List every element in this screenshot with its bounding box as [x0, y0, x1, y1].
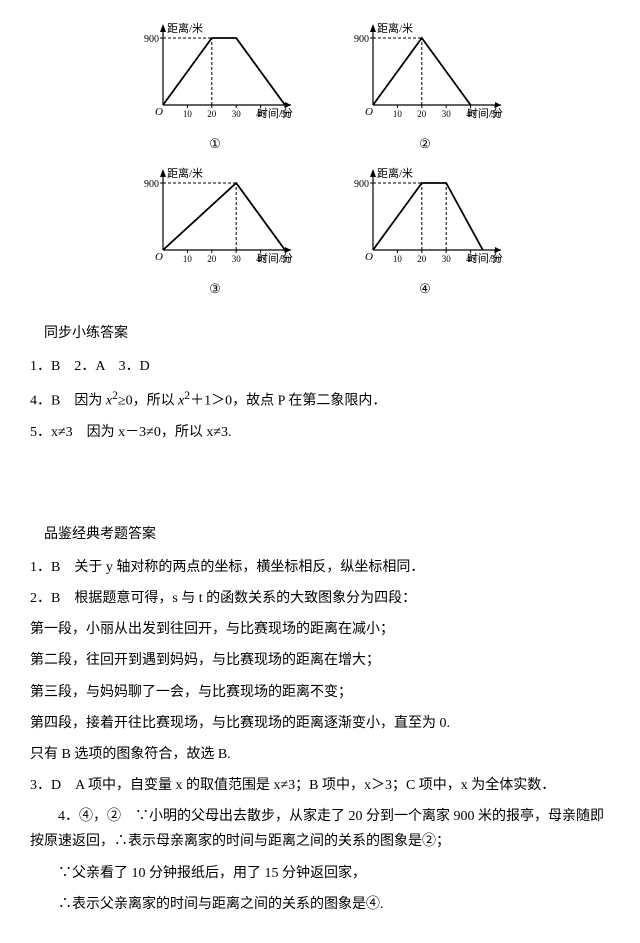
q3: 3．D A 项中，自变量 x 的取值范围是 x≠3；B 项中，x＞3；C 项中，… — [30, 773, 610, 798]
xtick: 30 — [442, 109, 452, 119]
xtick: 10 — [183, 254, 193, 264]
chart-3: 距离/米9001020304050时间/分O③ — [130, 165, 300, 300]
chart-1: 距离/米9001020304050时间/分O① — [130, 20, 300, 155]
ylabel: 距离/米 — [167, 166, 203, 180]
s1-line3: 5．x≠3 因为 x－3≠0，所以 x≠3. — [30, 420, 610, 445]
q2c: 第二段，往回开到遇到妈妈，与比赛现场的距离在增大； — [30, 648, 610, 673]
q2d: 第三段，与妈妈聊了一会，与比赛现场的距离不变； — [30, 680, 610, 705]
s1-line1: 1．B 2．A 3．D — [30, 354, 610, 379]
section2-title: 品鉴经典考题答案 — [30, 522, 610, 547]
q2e: 第四段，接着开往比赛现场，与比赛现场的距离逐渐变小，直至为 0. — [30, 711, 610, 736]
ylabel: 距离/米 — [377, 166, 413, 180]
ytick-900: 900 — [144, 34, 159, 45]
chart-4: 距离/米9001020304050时间/分O④ — [340, 165, 510, 300]
ylabel: 距离/米 — [377, 21, 413, 35]
s1-line2: 4．B 因为 x2≥0，所以 x2＋1＞0，故点 P 在第二象限内． — [30, 385, 610, 414]
origin-label: O — [155, 251, 163, 263]
xtick: 10 — [393, 254, 403, 264]
chart-label-4: ④ — [419, 277, 431, 300]
chart-svg-4: 距离/米9001020304050时间/分O — [345, 165, 505, 275]
origin-label: O — [365, 106, 373, 118]
origin-label: O — [365, 251, 373, 263]
xtick: 10 — [183, 109, 193, 119]
xtick: 30 — [232, 254, 242, 264]
chart-label-1: ① — [209, 132, 221, 155]
ylabel: 距离/米 — [167, 21, 203, 35]
xtick: 20 — [417, 109, 427, 119]
s1-l2-mid: ≥0，所以 — [118, 394, 178, 409]
chart-svg-2: 距离/米9001020304050时间/分O — [345, 20, 505, 130]
origin-label: O — [155, 106, 163, 118]
xtick: 20 — [207, 254, 217, 264]
ytick-900: 900 — [354, 179, 369, 190]
xlabel: 时间/分 — [467, 252, 503, 265]
xlabel: 时间/分 — [467, 107, 503, 120]
q4b: ∵父亲看了 10 分钟报纸后，用了 15 分钟返回家， — [30, 861, 610, 886]
xlabel: 时间/分 — [257, 107, 293, 120]
xtick: 20 — [207, 109, 217, 119]
charts-grid: 距离/米9001020304050时间/分O①距离/米9001020304050… — [130, 20, 510, 301]
ytick-900: 900 — [144, 179, 159, 190]
chart-svg-1: 距离/米9001020304050时间/分O — [135, 20, 295, 130]
q4c: ∴表示父亲离家的时间与距离之间的关系的图象是④. — [30, 892, 610, 917]
chart-label-2: ② — [419, 132, 431, 155]
chart-2: 距离/米9001020304050时间/分O② — [340, 20, 510, 155]
xtick: 30 — [442, 254, 452, 264]
xlabel: 时间/分 — [257, 252, 293, 265]
chart-label-3: ③ — [209, 277, 221, 300]
q2a: 2．B 根据题意可得，s 与 t 的函数关系的大致图象分为四段： — [30, 586, 610, 611]
q2b: 第一段，小丽从出发到往回开，与比赛现场的距离在减小； — [30, 617, 610, 642]
section1-title: 同步小练答案 — [30, 321, 610, 346]
s1-l2-pre: 4．B 因为 — [30, 394, 106, 409]
xtick: 30 — [232, 109, 242, 119]
xtick: 10 — [393, 109, 403, 119]
ytick-900: 900 — [354, 34, 369, 45]
q1: 1．B 关于 y 轴对称的两点的坐标，横坐标相反，纵坐标相同． — [30, 555, 610, 580]
q4a: 4．④，② ∵小明的父母出去散步，从家走了 20 分到一个离家 900 米的报亭… — [30, 804, 610, 854]
xtick: 20 — [417, 254, 427, 264]
q2f: 只有 B 选项的图象符合，故选 B. — [30, 742, 610, 767]
chart-svg-3: 距离/米9001020304050时间/分O — [135, 165, 295, 275]
s1-l2-post: ＋1＞0，故点 P 在第二象限内． — [190, 394, 386, 409]
